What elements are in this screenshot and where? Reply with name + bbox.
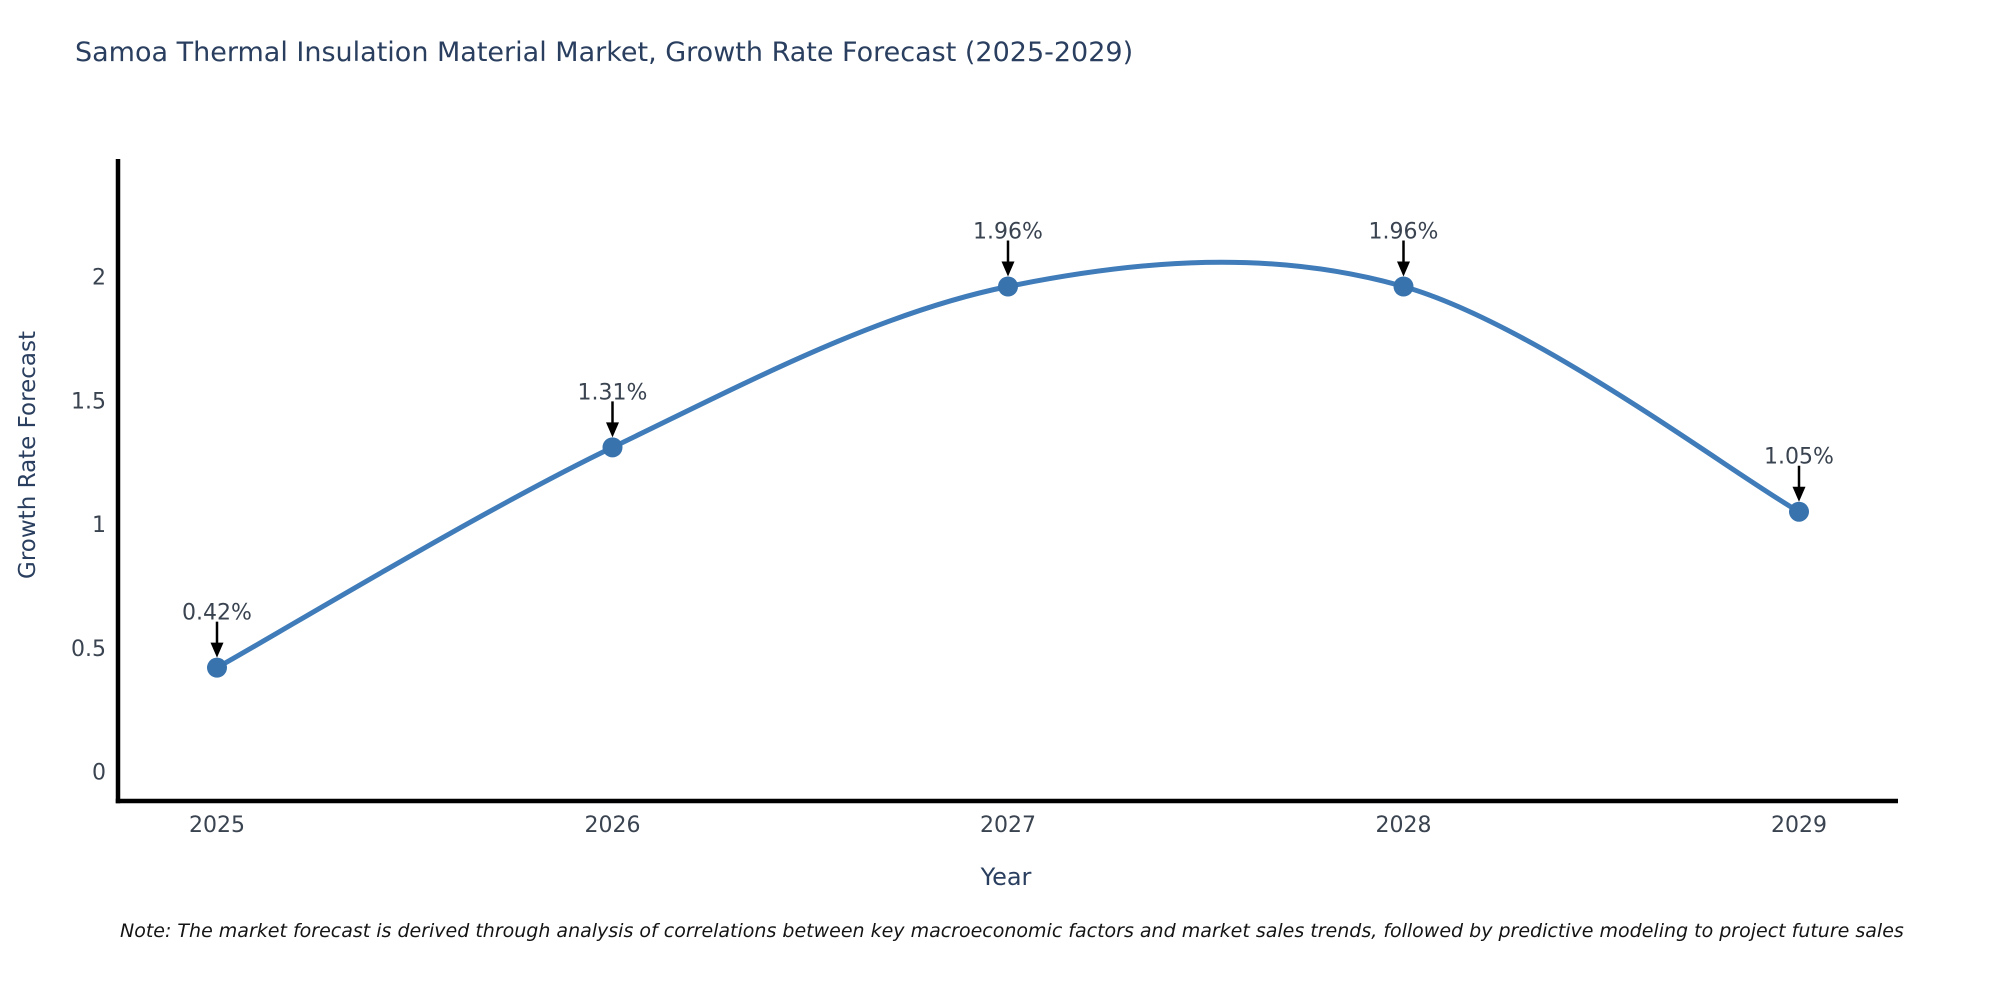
point-annotation-label: 0.42%: [182, 601, 252, 626]
x-axis-title: Year: [980, 863, 1032, 891]
forecast-line: [214, 259, 1802, 671]
data-point-marker[interactable]: [1789, 501, 1809, 522]
x-tick-label: 2028: [1376, 813, 1432, 838]
data-point-marker[interactable]: [602, 437, 623, 458]
y-tick-label: 0.5: [71, 637, 106, 662]
annotation-arrow-head: [606, 422, 619, 438]
footnote: Note: The market forecast is derived thr…: [120, 920, 1904, 942]
annotation-arrow-head: [1397, 261, 1410, 277]
x-tick-label: 2025: [189, 813, 245, 838]
x-tick-label: 2029: [1771, 813, 1827, 838]
point-annotation-label: 1.96%: [973, 220, 1043, 245]
chart-title: Samoa Thermal Insulation Material Market…: [75, 37, 1134, 68]
annotation-arrow-head: [1001, 261, 1015, 277]
point-annotation-label: 1.05%: [1764, 445, 1834, 470]
data-point-marker[interactable]: [1393, 276, 1414, 297]
y-tick-label: 0: [92, 761, 106, 786]
y-tick-label: 1: [92, 513, 106, 538]
data-point-marker[interactable]: [998, 276, 1018, 297]
point-annotation-label: 1.96%: [1369, 220, 1439, 245]
x-tick-label: 2026: [585, 813, 641, 838]
x-tick-label: 2027: [980, 813, 1036, 838]
y-tick-label: 2: [92, 266, 106, 291]
point-annotation-label: 1.31%: [578, 380, 648, 405]
y-tick-label: 1.5: [71, 389, 106, 414]
annotation-arrow-head: [210, 642, 224, 658]
data-point-marker[interactable]: [207, 657, 227, 678]
annotation-arrow-head: [1792, 486, 1806, 502]
